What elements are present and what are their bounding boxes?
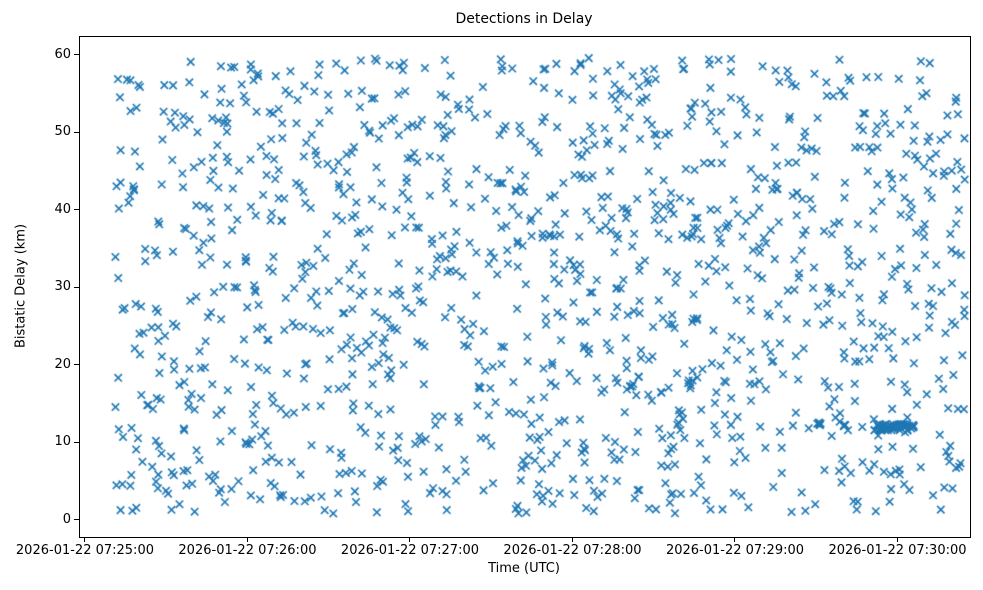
y-tick-mark <box>74 519 79 521</box>
y-tick-label: 40 <box>54 201 71 217</box>
y-tick-label: 60 <box>54 46 71 62</box>
y-tick-label: 30 <box>54 279 71 295</box>
x-tick-label: 2026-01-22 07:30:00 <box>828 543 967 558</box>
x-tick-mark <box>734 537 736 542</box>
y-tick-mark <box>74 286 79 288</box>
y-axis-label: Bistatic Delay (km) <box>13 223 29 349</box>
x-tick-label: 2026-01-22 07:25:00 <box>15 543 154 558</box>
y-tick-mark <box>74 441 79 443</box>
x-tick-mark <box>246 537 248 542</box>
chart-title: Detections in Delay <box>455 11 593 27</box>
y-tick-mark <box>74 209 79 211</box>
y-tick-label: 20 <box>54 356 71 372</box>
x-tick-mark <box>409 537 411 542</box>
x-tick-label: 2026-01-22 07:29:00 <box>665 543 805 558</box>
y-tick-mark <box>74 54 79 56</box>
detections-scatter-canvas <box>80 37 970 537</box>
x-tick-label: 2026-01-22 07:27:00 <box>340 543 480 558</box>
y-tick-mark <box>74 364 79 366</box>
x-axis-label: Time (UTC) <box>488 561 560 576</box>
y-tick-mark <box>74 131 79 133</box>
x-tick-mark <box>84 537 86 542</box>
x-tick-mark <box>571 537 573 542</box>
y-tick-label: 50 <box>54 124 71 140</box>
y-tick-label: 10 <box>54 434 71 450</box>
x-tick-label: 2026-01-22 07:26:00 <box>178 543 317 558</box>
plot-area <box>79 36 971 538</box>
y-tick-label: 0 <box>62 511 71 527</box>
x-tick-mark <box>896 537 898 542</box>
x-tick-label: 2026-01-22 07:28:00 <box>503 543 642 558</box>
